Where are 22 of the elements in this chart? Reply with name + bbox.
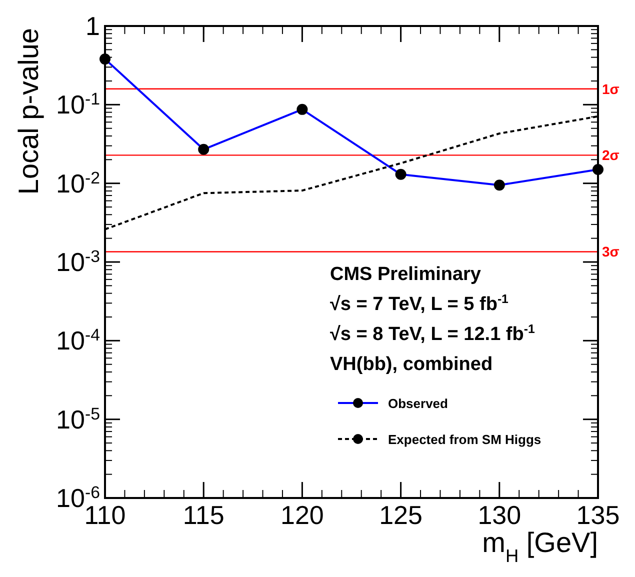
x-tick-label: 130 [478,500,522,530]
y-axis-title: Local p-value [13,28,44,195]
annotation: VH(bb), combined [330,354,493,375]
x-tick-label: 115 [182,500,224,530]
y-tick-label: 10$^{-4}$ [56,325,100,356]
y-tick-label: 10$^{-3}$ [56,246,100,277]
y-tick-label: 10$^{-5}$ [56,404,100,434]
x-tick-label: 135 [576,500,620,530]
y-tick-label: 10$^{-1}$ [56,89,100,120]
y-tick-label: 1 [86,11,100,41]
legend-label: Observed [388,396,448,411]
y-tick-label: 10$^{-2}$ [56,168,100,198]
x-axis-title: m$_{H}$ [GeV] [482,527,598,566]
x-tick-label: 120 [280,500,324,530]
annotation: CMS Preliminary [330,264,482,285]
ref-line-label: 2σ [602,147,620,164]
ref-line-label: 1σ [602,80,620,97]
x-tick-label: 125 [379,500,422,530]
annotation: √s = 7 TeV, L = 5 fb$^{-1}$ [330,292,509,315]
ref-line-label: 3σ [602,244,620,260]
legend-label: Expected from SM Higgs [388,432,542,447]
annotation: √s = 8 TeV, L = 12.1 fb$^{-1}$ [330,322,535,345]
